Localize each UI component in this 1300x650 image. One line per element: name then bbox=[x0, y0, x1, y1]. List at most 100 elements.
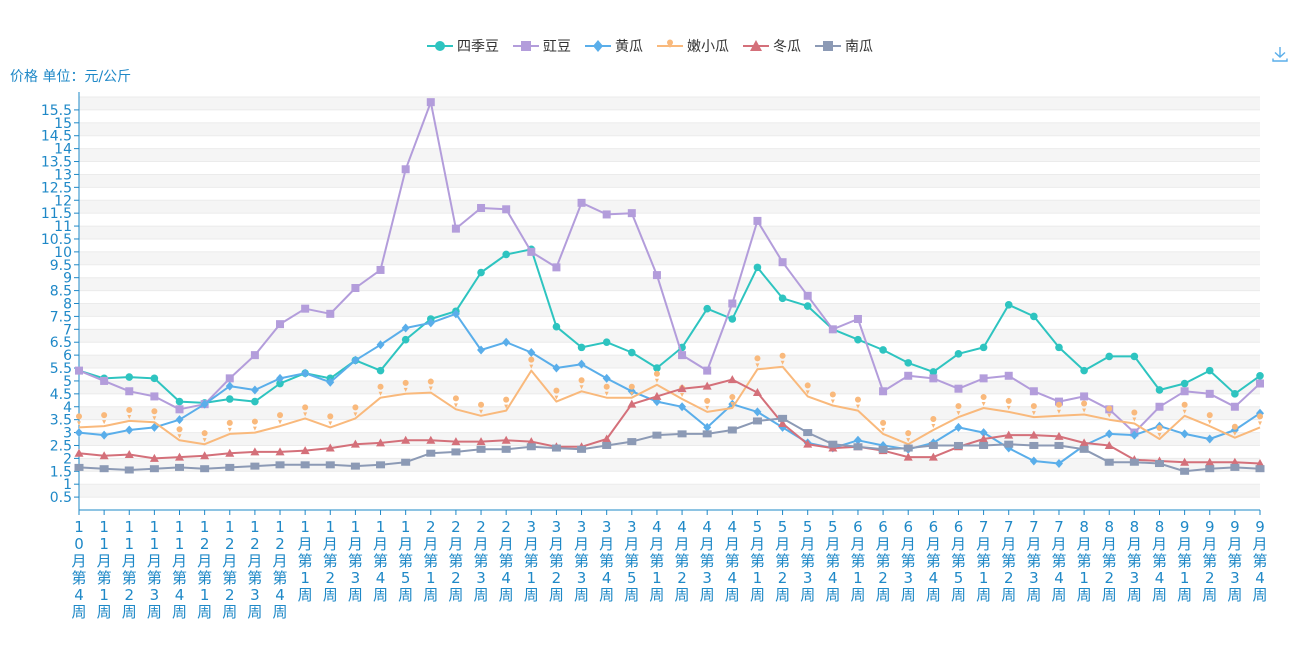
data-point-南瓜 bbox=[451, 448, 461, 456]
legend-marker-square-icon bbox=[513, 41, 539, 51]
legend-marker-diamond-icon bbox=[585, 40, 611, 52]
data-point-黄瓜 bbox=[100, 430, 109, 440]
y-tick-label: 11 bbox=[54, 219, 72, 235]
legend-item-冬瓜[interactable]: 冬瓜 bbox=[743, 36, 801, 56]
x-tick-label: 5 月第 2 周 bbox=[775, 518, 790, 604]
legend-item-豇豆[interactable]: 豇豆 bbox=[513, 36, 571, 56]
y-tick-label: 8 bbox=[63, 297, 72, 313]
data-point-四季豆 bbox=[728, 315, 737, 323]
data-point-嫩小瓜 bbox=[76, 413, 83, 426]
data-point-豇豆 bbox=[502, 205, 511, 214]
data-point-豇豆 bbox=[929, 374, 938, 383]
x-tick-label: 1 月第 4 周 bbox=[373, 518, 388, 604]
data-point-豇豆 bbox=[1205, 389, 1214, 398]
data-point-豇豆 bbox=[1029, 387, 1038, 396]
legend-item-南瓜[interactable]: 南瓜 bbox=[815, 36, 873, 56]
x-tick-label: 9 月第 3 周 bbox=[1227, 518, 1242, 604]
data-point-豇豆 bbox=[301, 304, 310, 313]
data-point-南瓜 bbox=[702, 430, 712, 438]
data-point-嫩小瓜 bbox=[1030, 403, 1037, 416]
data-point-冬瓜 bbox=[225, 448, 235, 457]
y-tick-label: 0.5 bbox=[50, 490, 72, 506]
data-point-冬瓜 bbox=[803, 439, 813, 448]
data-point-南瓜 bbox=[401, 458, 411, 466]
data-point-四季豆 bbox=[778, 294, 787, 303]
legend-item-嫩小瓜[interactable]: 嫩小瓜 bbox=[657, 36, 729, 56]
x-tick-label: 1 1 月第 3 周 bbox=[147, 518, 162, 621]
data-point-南瓜 bbox=[1079, 445, 1089, 453]
data-point-南瓜 bbox=[1029, 441, 1039, 449]
data-point-黄瓜 bbox=[401, 323, 410, 333]
data-point-黄瓜 bbox=[276, 373, 285, 383]
data-point-四季豆 bbox=[401, 335, 410, 344]
data-point-豇豆 bbox=[678, 351, 687, 360]
data-point-嫩小瓜 bbox=[503, 396, 510, 409]
x-tick-label: 3 月第 1 周 bbox=[524, 518, 539, 604]
data-point-南瓜 bbox=[200, 465, 210, 473]
data-point-嫩小瓜 bbox=[327, 413, 334, 426]
x-tick-label: 1 1 月第 1 周 bbox=[97, 518, 112, 621]
legend-label: 豇豆 bbox=[543, 39, 571, 55]
x-tick-label: 1 月第 5 周 bbox=[398, 518, 413, 604]
data-point-黄瓜 bbox=[527, 348, 536, 358]
data-point-豇豆 bbox=[477, 203, 486, 212]
data-point-冬瓜 bbox=[778, 419, 788, 428]
data-point-豇豆 bbox=[778, 258, 787, 267]
data-point-冬瓜 bbox=[702, 381, 712, 390]
data-point-黄瓜 bbox=[1180, 429, 1189, 439]
data-point-南瓜 bbox=[476, 445, 486, 453]
x-tick-label: 1 2 月第 1 周 bbox=[197, 518, 212, 621]
data-point-嫩小瓜 bbox=[176, 426, 183, 439]
x-tick-label: 9 月第 2 周 bbox=[1202, 518, 1217, 604]
data-point-南瓜 bbox=[627, 438, 637, 446]
data-point-冬瓜 bbox=[250, 447, 260, 456]
data-point-南瓜 bbox=[727, 426, 737, 434]
data-point-豇豆 bbox=[351, 284, 360, 293]
data-point-豇豆 bbox=[125, 387, 134, 396]
x-tick-label: 1 0 月第 4 周 bbox=[71, 518, 86, 621]
data-point-豇豆 bbox=[652, 271, 661, 280]
data-point-黄瓜 bbox=[225, 381, 234, 391]
data-point-四季豆 bbox=[854, 335, 862, 344]
data-point-冬瓜 bbox=[476, 437, 486, 446]
x-tick-label: 5 月第 1 周 bbox=[750, 518, 765, 604]
download-icon[interactable] bbox=[1270, 44, 1290, 64]
data-point-豇豆 bbox=[100, 376, 109, 385]
x-tick-label: 3 月第 2 周 bbox=[549, 518, 564, 604]
data-point-四季豆 bbox=[879, 346, 887, 354]
data-point-南瓜 bbox=[275, 461, 285, 469]
x-tick-label: 1 月第 1 周 bbox=[298, 518, 313, 604]
data-point-四季豆 bbox=[753, 263, 762, 272]
data-point-黄瓜 bbox=[1105, 429, 1114, 439]
data-point-四季豆 bbox=[929, 368, 938, 376]
data-point-黄瓜 bbox=[75, 428, 83, 438]
data-point-冬瓜 bbox=[526, 437, 536, 446]
data-point-冬瓜 bbox=[727, 375, 737, 384]
y-tick-label: 3.5 bbox=[50, 413, 72, 429]
data-point-四季豆 bbox=[125, 373, 134, 381]
grid-band bbox=[79, 355, 1260, 369]
legend-item-黄瓜[interactable]: 黄瓜 bbox=[585, 36, 643, 56]
series-line-豇豆 bbox=[78, 101, 1261, 434]
data-point-嫩小瓜 bbox=[528, 356, 535, 369]
data-point-冬瓜 bbox=[1104, 440, 1114, 449]
data-point-豇豆 bbox=[150, 392, 159, 401]
data-point-冬瓜 bbox=[928, 452, 938, 461]
data-point-黄瓜 bbox=[125, 425, 134, 435]
data-point-冬瓜 bbox=[652, 391, 662, 400]
chart-legend: 四季豆 豇豆 黄瓜 嫩小瓜 冬瓜 南瓜 bbox=[0, 36, 1300, 56]
data-point-南瓜 bbox=[602, 441, 612, 449]
data-point-四季豆 bbox=[1231, 390, 1239, 398]
legend-label: 冬瓜 bbox=[773, 39, 801, 55]
x-tick-label: 1 月第 2 周 bbox=[323, 518, 338, 604]
data-point-嫩小瓜 bbox=[628, 383, 635, 396]
x-tick-label: 1 1 月第 2 周 bbox=[122, 518, 137, 621]
data-point-豇豆 bbox=[1155, 402, 1164, 411]
data-point-冬瓜 bbox=[124, 450, 134, 459]
data-point-豇豆 bbox=[703, 366, 712, 375]
data-point-嫩小瓜 bbox=[905, 430, 912, 443]
legend-item-四季豆[interactable]: 四季豆 bbox=[427, 36, 499, 56]
data-point-黄瓜 bbox=[351, 355, 360, 365]
data-point-四季豆 bbox=[225, 395, 234, 403]
data-point-豇豆 bbox=[225, 374, 234, 383]
